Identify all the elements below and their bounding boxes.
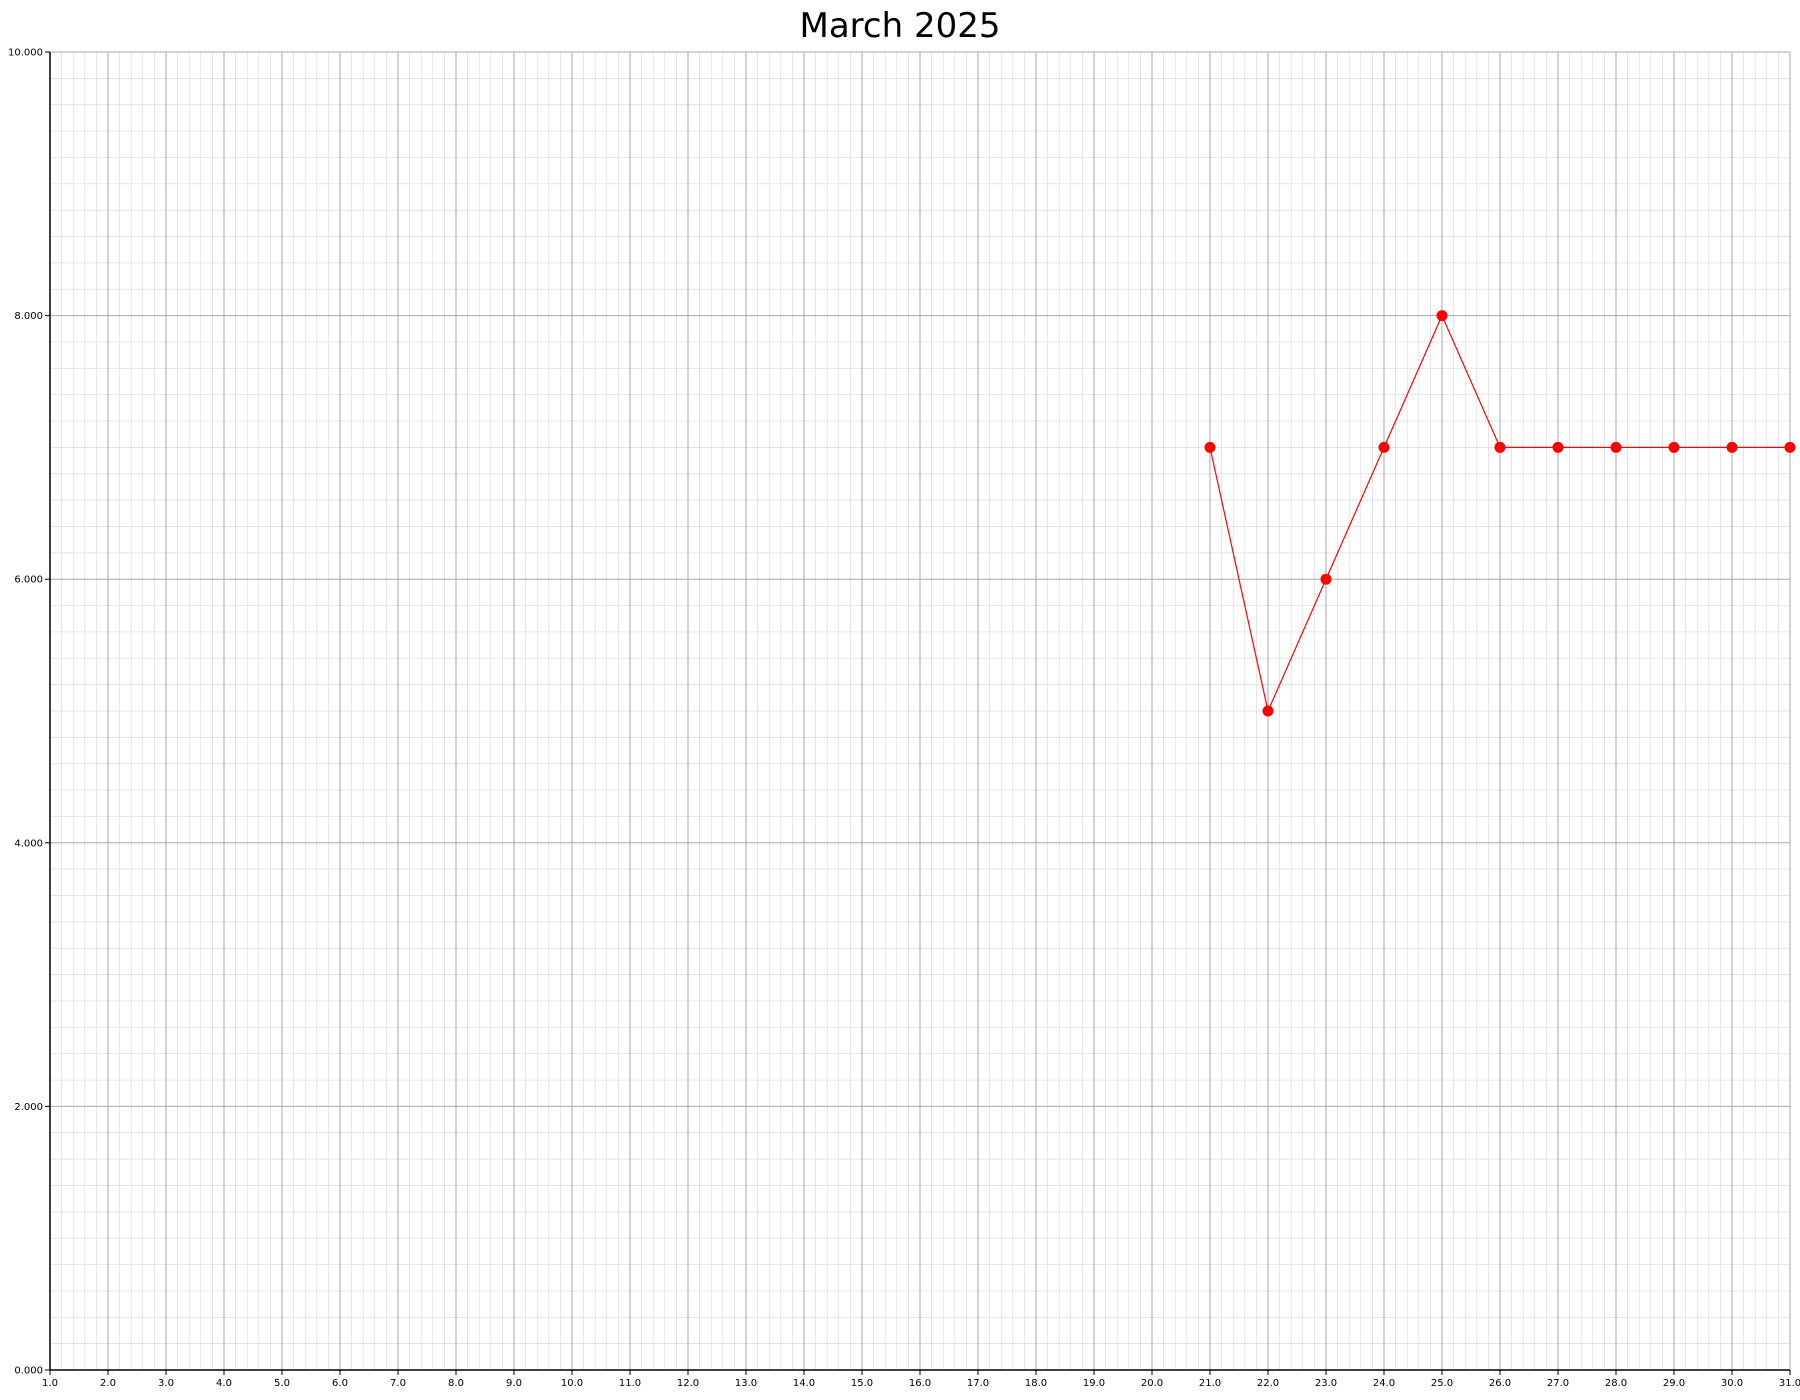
x-tick-label: 28.0 bbox=[1605, 1378, 1627, 1389]
x-tick-label: 21.0 bbox=[1199, 1378, 1221, 1389]
y-tick-label: 0.000 bbox=[14, 1366, 43, 1377]
data-point bbox=[1436, 310, 1448, 322]
x-tick-label: 4.0 bbox=[216, 1378, 232, 1389]
x-tick-label: 17.0 bbox=[967, 1378, 989, 1389]
x-tick-label: 26.0 bbox=[1489, 1378, 1511, 1389]
x-tick-label: 1.0 bbox=[42, 1378, 58, 1389]
x-tick-label: 24.0 bbox=[1373, 1378, 1395, 1389]
x-tick-label: 23.0 bbox=[1315, 1378, 1337, 1389]
x-tick-label: 14.0 bbox=[793, 1378, 815, 1389]
x-tick-label: 10.0 bbox=[561, 1378, 583, 1389]
x-tick-label: 15.0 bbox=[851, 1378, 873, 1389]
data-point bbox=[1262, 705, 1274, 717]
y-tick-label: 10.000 bbox=[8, 48, 43, 59]
x-tick-label: 31.0 bbox=[1779, 1378, 1800, 1389]
data-point bbox=[1726, 441, 1738, 453]
x-tick-label: 11.0 bbox=[619, 1378, 641, 1389]
x-tick-label: 12.0 bbox=[677, 1378, 699, 1389]
x-tick-label: 19.0 bbox=[1083, 1378, 1105, 1389]
data-point bbox=[1552, 441, 1564, 453]
x-tick-label: 13.0 bbox=[735, 1378, 757, 1389]
axes bbox=[45, 51, 1791, 1375]
x-tick-label: 8.0 bbox=[448, 1378, 464, 1389]
x-tick-label: 18.0 bbox=[1025, 1378, 1047, 1389]
x-tick-label: 6.0 bbox=[332, 1378, 348, 1389]
series-layer bbox=[1204, 310, 1796, 717]
chart-title: March 2025 bbox=[799, 6, 1001, 46]
y-tick-labels: 0.000 2.000 4.000 6.000 8.000 10.000 bbox=[8, 48, 43, 1377]
x-tick-label: 27.0 bbox=[1547, 1378, 1569, 1389]
x-tick-label: 3.0 bbox=[158, 1378, 174, 1389]
y-tick-label: 4.000 bbox=[14, 838, 43, 849]
x-tick-labels: 1.0 2.0 3.0 4.0 5.0 6.0 7.0 8.0 9.0 10.0 11.0 12.0 1… bbox=[42, 1378, 1800, 1389]
major-grid bbox=[49, 51, 1791, 1371]
x-tick-label: 20.0 bbox=[1141, 1378, 1163, 1389]
x-tick-label: 2.0 bbox=[100, 1378, 116, 1389]
x-tick-label: 7.0 bbox=[390, 1378, 406, 1389]
data-point bbox=[1494, 441, 1506, 453]
data-point bbox=[1668, 441, 1680, 453]
y-tick-label: 2.000 bbox=[14, 1102, 43, 1113]
x-tick-label: 5.0 bbox=[274, 1378, 290, 1389]
x-tick-label: 22.0 bbox=[1257, 1378, 1279, 1389]
x-tick-label: 25.0 bbox=[1431, 1378, 1453, 1389]
data-point bbox=[1784, 441, 1796, 453]
y-tick-label: 8.000 bbox=[14, 311, 43, 322]
data-point bbox=[1378, 441, 1390, 453]
x-tick-label: 29.0 bbox=[1663, 1378, 1685, 1389]
x-tick-label: 9.0 bbox=[506, 1378, 522, 1389]
data-point bbox=[1204, 441, 1216, 453]
data-point bbox=[1320, 573, 1332, 585]
x-tick-label: 16.0 bbox=[909, 1378, 931, 1389]
data-point bbox=[1610, 441, 1622, 453]
y-tick-label: 6.000 bbox=[14, 575, 43, 586]
x-tick-label: 30.0 bbox=[1721, 1378, 1743, 1389]
